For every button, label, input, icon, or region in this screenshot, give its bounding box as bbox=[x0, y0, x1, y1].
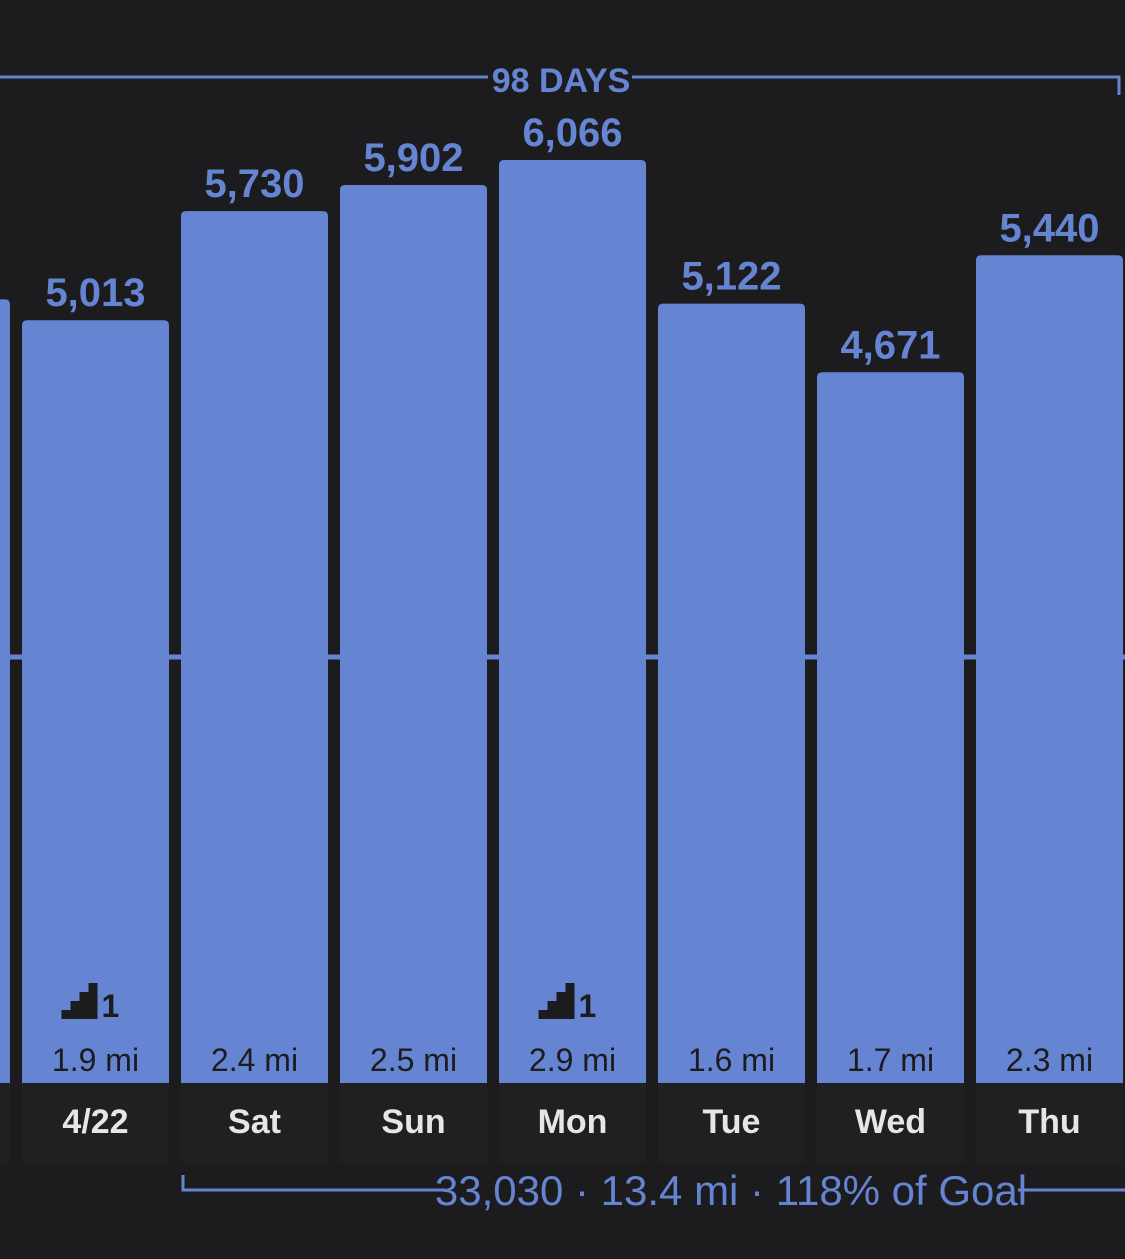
day-label: Sun bbox=[381, 1103, 445, 1141]
bar-value-label: 5,122 bbox=[681, 255, 781, 299]
bar[interactable] bbox=[340, 184, 487, 1084]
day-label: Mon bbox=[538, 1103, 608, 1141]
day-column-bg bbox=[658, 1083, 805, 1163]
bar-value-label: 5,440 bbox=[999, 206, 1099, 250]
day-column-bg bbox=[22, 1083, 169, 1163]
flights-count: 1 bbox=[579, 988, 597, 1024]
day-column-bg bbox=[340, 1083, 487, 1163]
day-column-bg bbox=[976, 1083, 1123, 1163]
day-label: Thu bbox=[1018, 1103, 1080, 1141]
day-label: Sat bbox=[228, 1103, 281, 1141]
bar[interactable] bbox=[499, 160, 646, 1083]
bar-distance-label: 1.9 mi bbox=[52, 1042, 139, 1078]
bar[interactable] bbox=[976, 255, 1123, 1083]
bar[interactable] bbox=[817, 372, 964, 1084]
day-column-bg bbox=[499, 1083, 646, 1163]
streak-bracket: 98 DAYS bbox=[0, 62, 1121, 100]
bar-value-label: 5,013 bbox=[45, 271, 145, 315]
bar-distance-label: 1.7 mi bbox=[847, 1042, 934, 1078]
bar[interactable] bbox=[181, 211, 328, 1084]
bar-distance-label: 2.9 mi bbox=[529, 1042, 616, 1078]
bar-value-label: 5,902 bbox=[363, 136, 463, 180]
bar[interactable] bbox=[0, 299, 10, 1083]
streak-label: 98 DAYS bbox=[492, 62, 631, 100]
day-label: 4/22 bbox=[62, 1103, 128, 1141]
stairs-icon bbox=[538, 983, 575, 1019]
bar-distance-label: 2.4 mi bbox=[211, 1042, 298, 1078]
bar[interactable] bbox=[658, 303, 805, 1083]
stairs-icon bbox=[61, 983, 98, 1019]
week-summary-bracket: 33,030 · 13.4 mi · 118% of Goal bbox=[181, 1167, 1125, 1214]
day-column-bg bbox=[181, 1083, 328, 1163]
bar-distance-label: 2.3 mi bbox=[1006, 1042, 1093, 1078]
bar-distance-label: 2.5 mi bbox=[370, 1042, 457, 1078]
bar-value-label: 6,066 bbox=[522, 111, 622, 155]
day-column-bg bbox=[817, 1083, 964, 1163]
day-label: Tue bbox=[703, 1103, 761, 1141]
week-summary: 33,030 · 13.4 mi · 118% of Goal bbox=[435, 1167, 1027, 1214]
bar[interactable] bbox=[22, 320, 169, 1084]
day-label: Wed bbox=[855, 1103, 926, 1141]
day-column-bg bbox=[0, 1083, 10, 1163]
bar-distance-label: 1.6 mi bbox=[688, 1042, 775, 1078]
bar-value-label: 4,671 bbox=[840, 323, 940, 367]
flights-count: 1 bbox=[102, 988, 120, 1024]
bar-value-label: 5,730 bbox=[204, 162, 304, 206]
